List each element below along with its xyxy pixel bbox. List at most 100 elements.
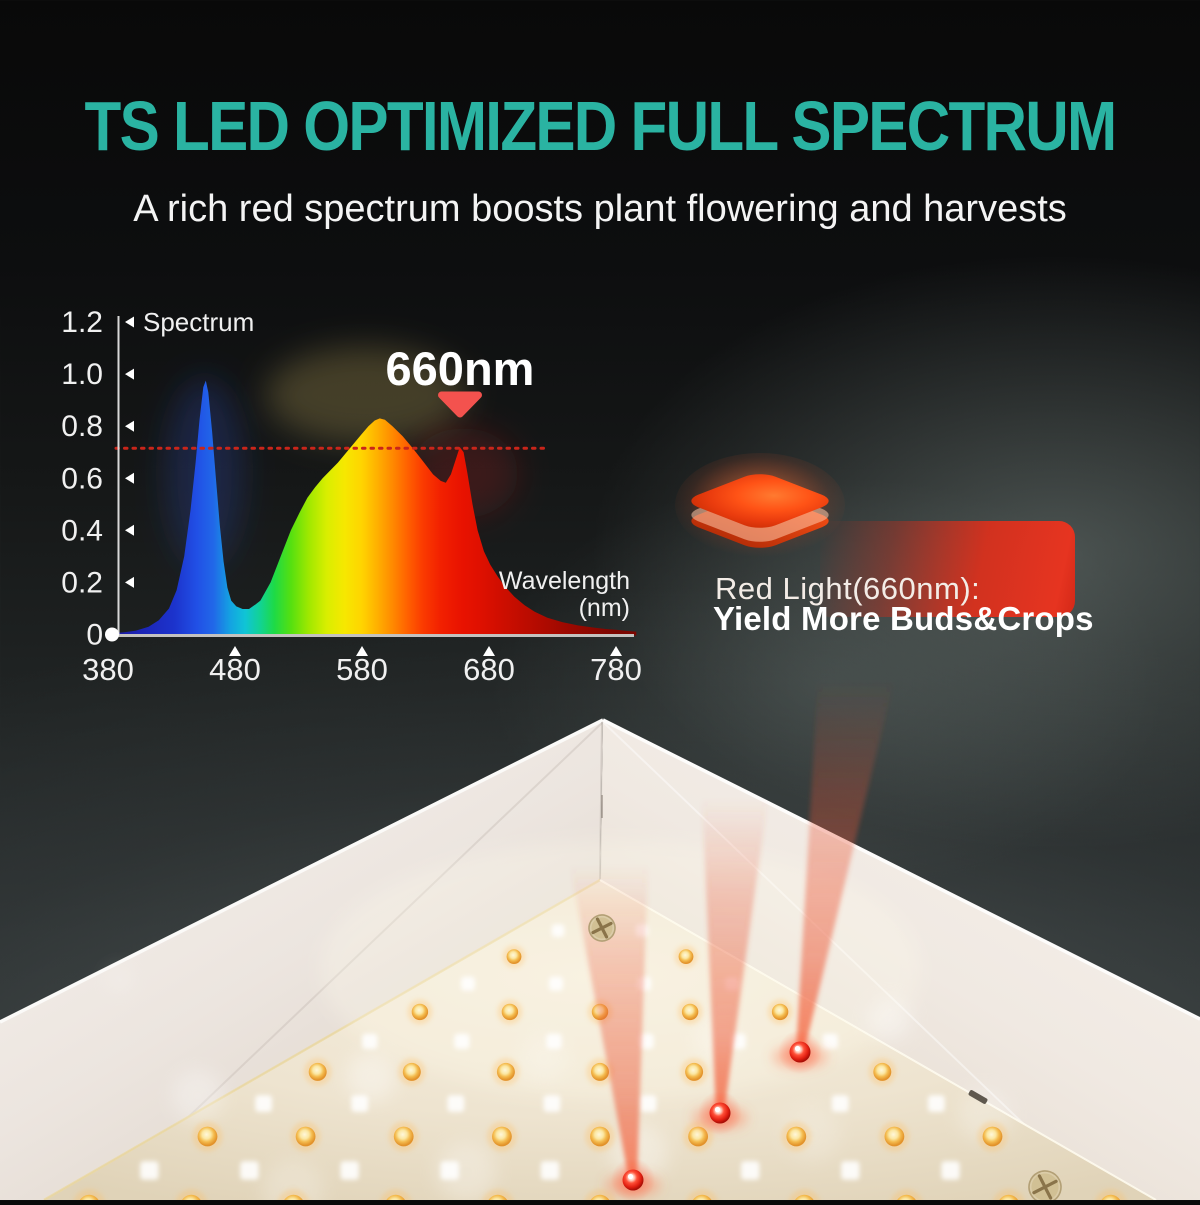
bokeh-spot [106, 966, 134, 994]
white-led [540, 1161, 560, 1180]
white-led [447, 1095, 465, 1112]
y-tick-icon [125, 472, 134, 484]
y-axis-title: Spectrum [143, 307, 254, 337]
bokeh-spot [172, 1070, 224, 1122]
annotation-marker-icon [438, 391, 482, 418]
red-light-beam [570, 865, 648, 1180]
warm-led [591, 1062, 609, 1081]
warm-led [688, 1126, 708, 1147]
y-tick-icon [125, 420, 134, 432]
frame-left-face [0, 720, 603, 1200]
warm-led [411, 1003, 429, 1021]
warm-led [197, 1126, 218, 1147]
warm-led [295, 1126, 316, 1147]
led-panel-photo [0, 680, 1200, 1205]
red-led-specular [714, 1106, 721, 1113]
x-tick-label: 380 [82, 652, 134, 687]
white-led [351, 1095, 369, 1112]
x-tick-label: 680 [463, 652, 515, 687]
frame-left-edge [0, 718, 604, 1024]
annotation-660nm: 660nm [386, 342, 535, 395]
white-led [841, 1161, 860, 1180]
y-tick-label: 0 [86, 619, 103, 652]
x-tick-label: 780 [590, 652, 642, 687]
white-led [543, 1095, 561, 1112]
red-light-benefit: Yield More Buds&Crops [713, 600, 1094, 637]
warm-led [771, 1003, 789, 1021]
y-tick-label: 0.4 [61, 514, 103, 547]
y-tick-label: 1.2 [61, 306, 103, 339]
x-tick-icon [483, 646, 495, 656]
y-tick-icon [125, 316, 134, 328]
x-tick-icon [356, 646, 368, 656]
page-title: TS LED OPTIMIZED FULL SPECTRUM [84, 87, 1118, 165]
y-tick-icon [125, 368, 134, 380]
red-led [789, 1041, 811, 1063]
peak-glow [265, 346, 466, 443]
white-led [551, 924, 565, 937]
x-axis-title: Wavelength [499, 567, 630, 595]
warm-led [884, 1126, 905, 1147]
bokeh-spot [346, 1052, 396, 1102]
red-light-beam [702, 798, 768, 1113]
red-led [622, 1169, 644, 1191]
white-led [546, 1033, 562, 1049]
warm-led [402, 1062, 421, 1081]
x-axis-title-units: (nm) [579, 594, 630, 622]
white-led [255, 1095, 272, 1112]
x-tick-icon [229, 646, 241, 656]
page-subtitle: A rich red spectrum boosts plant floweri… [133, 188, 1067, 230]
y-tick-label: 0.6 [61, 462, 103, 495]
white-led [549, 976, 563, 991]
white-led [461, 976, 475, 991]
warm-led [492, 1126, 512, 1147]
frame-right-edge [602, 718, 1200, 1021]
warm-led [501, 1003, 519, 1021]
warm-led [681, 1003, 699, 1021]
y-tick-icon [125, 576, 134, 588]
red-led-specular [794, 1045, 801, 1052]
y-tick-label: 0.8 [61, 410, 103, 443]
white-led [638, 1033, 654, 1049]
white-led [928, 1095, 945, 1112]
spectrum-curve [108, 380, 637, 636]
warm-led [496, 1062, 515, 1081]
x-tick-icon [610, 646, 622, 656]
red-light-callout: Red Light(660nm): Yield More Buds&Crops [660, 440, 1200, 670]
bokeh-spot [436, 1142, 496, 1202]
warm-led [786, 1126, 807, 1147]
warm-led [590, 1126, 610, 1147]
y-tick-icon [125, 524, 134, 536]
warm-led [308, 1062, 327, 1081]
warm-led [678, 949, 694, 964]
origin-dot [105, 627, 119, 642]
white-led [639, 1095, 657, 1112]
spectrum-chart: 1.2 1.0 0.8 0.6 0.4 0.2 0 Spectrum 380 480 580 680 7… [0, 290, 660, 690]
red-led-specular [627, 1173, 634, 1180]
screw-icon [1028, 1170, 1062, 1204]
white-led [340, 1161, 359, 1180]
x-tick-label: 480 [209, 652, 261, 687]
y-tick-label: 0.2 [61, 566, 103, 599]
warm-led [393, 1126, 414, 1147]
y-tick-label: 1.0 [61, 358, 103, 391]
screw-icon [588, 914, 616, 942]
red-light-heading: Red Light(660nm): [715, 571, 981, 606]
white-led [440, 1161, 459, 1180]
warm-led [685, 1062, 704, 1081]
white-led [831, 1095, 849, 1112]
warm-led [506, 949, 522, 964]
red-led-chip-icon [670, 445, 850, 595]
bokeh-spot [868, 998, 912, 1042]
white-led [741, 1161, 760, 1180]
red-gradient-band [820, 521, 1075, 617]
white-led [140, 1161, 159, 1180]
warm-led [982, 1126, 1003, 1147]
bokeh-spot [262, 1160, 324, 1205]
white-led [240, 1161, 259, 1180]
warm-led [873, 1062, 892, 1081]
red-light-beam [796, 680, 894, 1052]
x-tick-label: 580 [336, 652, 388, 687]
white-led [822, 1033, 838, 1049]
white-led [454, 1033, 470, 1049]
